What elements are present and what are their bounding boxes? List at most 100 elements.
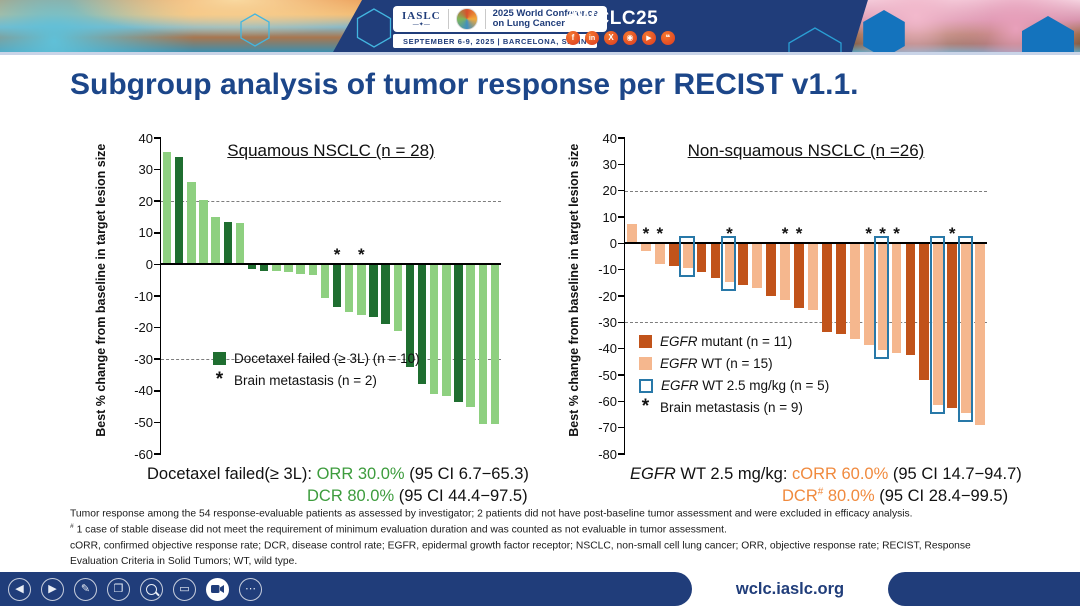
y-tick-label: -20 (598, 288, 617, 304)
waterfall-bar-docetaxel_failed (405, 265, 415, 368)
subtitles-button[interactable]: ▭ (173, 577, 196, 601)
y-tick-label: -60 (134, 446, 153, 462)
legend-item: EGFR WT (n = 15) (639, 356, 829, 371)
egfr-wt-dose-outline (679, 236, 695, 278)
waterfall-bar-egfr_wt (780, 244, 790, 300)
y-axis: 40 30 20 10 0 -10 -20 -30 -40 -50 -60 -70 -80 (592, 132, 624, 461)
y-tick-mark (154, 200, 161, 202)
pen-tool-icon: ✎ (80, 582, 91, 595)
y-tick-mark (618, 453, 625, 455)
waterfall-bar-egfr_wt (863, 244, 874, 345)
y-tick-mark (154, 295, 161, 297)
chart-title: Squamous NSCLC (n = 28) (227, 141, 435, 160)
waterfall-bar-egfr_wt (641, 244, 651, 252)
waterfall-bar-other (344, 265, 354, 312)
previous-slide-button[interactable]: ◀ (8, 577, 31, 601)
conference-hashtag: #WCLC25 (566, 8, 659, 29)
summary-line1: Docetaxel failed(≥ 3L): ORR 30.0% (95 CI… (147, 465, 529, 483)
next-slide-button[interactable]: ▶ (41, 577, 64, 601)
y-tick-mark (154, 137, 161, 139)
reference-line (161, 359, 501, 361)
zoom-button[interactable] (140, 577, 163, 601)
youtube-icon: ▶ (642, 31, 656, 45)
y-tick-label: -40 (598, 341, 617, 357)
iaslc-logo-text: IASLC (402, 9, 441, 22)
footer-right-bar (888, 572, 1080, 606)
waterfall-bar-other (466, 265, 475, 407)
waterfall-bar-egfr_mutant (668, 244, 679, 266)
y-tick-label: 30 (602, 156, 617, 172)
waterfall-bar-egfr_mutant (738, 244, 749, 286)
y-tick-label: 10 (602, 209, 617, 225)
waterfall-bar-egfr_mutant (905, 244, 916, 356)
brain-metastasis-marker: * (865, 224, 872, 244)
y-tick-label: -50 (598, 367, 617, 383)
waterfall-bar-other (442, 265, 451, 396)
waterfall-bar-other (272, 265, 281, 271)
waterfall-bar-other (284, 265, 293, 273)
y-tick-mark (618, 374, 625, 376)
waterfall-bar-other (478, 265, 488, 424)
presenter-toolbar: ◀ ▶ ✎ ❐ ▭ ⋯ (0, 572, 692, 606)
waterfall-bar-egfr_wt (682, 244, 693, 269)
y-tick-label: 20 (602, 183, 617, 199)
waterfall-bar-egfr_mutant (919, 244, 930, 381)
legend-item: * Brain metastasis (n = 9) (639, 396, 829, 418)
legend-item: EGFR mutant (n = 11) (639, 334, 829, 349)
y-tick-label: 40 (602, 130, 617, 146)
wechat-icon: ❝ (661, 31, 675, 45)
camera-button[interactable] (206, 577, 229, 601)
y-tick-label: -50 (134, 414, 153, 430)
facebook-icon: f (566, 31, 580, 45)
y-tick-label: 40 (138, 130, 153, 146)
linkedin-icon: in (585, 31, 599, 45)
brain-metastasis-marker: * (781, 224, 789, 244)
see-all-slides-button[interactable]: ❐ (107, 577, 130, 601)
waterfall-bar-egfr_wt (975, 244, 985, 426)
waterfall-bar-egfr_mutant (835, 244, 846, 335)
y-tick-label: -60 (598, 393, 617, 409)
waterfall-bar-egfr_wt (891, 244, 902, 353)
y-tick-mark (154, 358, 161, 360)
waterfall-bar-other (357, 265, 366, 315)
legend-label: EGFR WT (n = 15) (660, 356, 773, 371)
y-tick-label: -40 (134, 383, 153, 399)
y-tick-label: 10 (138, 225, 153, 241)
conference-banner: IASLC —✦— 2025 World Conference on Lung … (0, 0, 1080, 52)
barcelona-photo-left (0, 0, 362, 52)
pen-tool-button[interactable]: ✎ (74, 577, 97, 601)
legend-label: Brain metastasis (n = 2) (234, 373, 377, 388)
asterisk-legend-swatch: * (641, 396, 650, 418)
y-tick-label: -20 (134, 320, 153, 336)
see-all-slides-icon: ❐ (113, 582, 124, 595)
waterfall-bar-docetaxel_failed (247, 265, 257, 270)
y-tick-mark (154, 390, 161, 392)
brain-metastasis-marker: * (879, 224, 886, 244)
legend-item: Docetaxel failed (≥ 3L) (n = 10) (213, 351, 420, 366)
chart-legend: EGFR mutant (n = 11) EGFR WT (n = 15) EGFR… (639, 334, 829, 422)
y-tick-mark (618, 321, 625, 324)
iaslc-logo: IASLC —✦— (402, 9, 441, 28)
divider (484, 9, 486, 29)
brain-metastasis-marker: * (333, 245, 341, 265)
legend-item: * Brain metastasis (n = 2) (213, 370, 420, 390)
fill-legend-swatch (639, 335, 652, 348)
conference-name-line2: on Lung Cancer (492, 18, 565, 29)
brain-metastasis-marker: * (656, 224, 664, 244)
more-options-button[interactable]: ⋯ (239, 577, 262, 601)
y-tick-label: 30 (138, 162, 153, 178)
footnote-line: cORR, confirmed objective response rate;… (70, 540, 971, 567)
y-tick-label: -10 (134, 288, 153, 304)
y-tick-mark (618, 189, 625, 192)
y-axis: 40 30 20 10 0 -10 -20 -30 -40 -50 -60 (122, 132, 160, 461)
y-tick-label: -70 (598, 420, 617, 436)
y-tick-mark (154, 232, 161, 234)
conference-date-location: SEPTEMBER 6-9, 2025 | BARCELONA, SPAIN (393, 34, 597, 48)
y-tick-label: -30 (134, 351, 153, 367)
instagram-icon: ◉ (623, 31, 637, 45)
brain-metastasis-marker: * (948, 224, 956, 244)
y-tick-label: -80 (598, 446, 617, 462)
iaslc-logo-ornament: —✦— (412, 21, 430, 28)
egfr-wt-dose-outline (929, 236, 946, 415)
y-tick-mark (154, 168, 161, 171)
